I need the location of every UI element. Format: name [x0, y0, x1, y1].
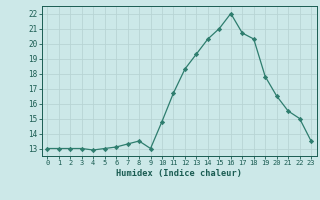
X-axis label: Humidex (Indice chaleur): Humidex (Indice chaleur) [116, 169, 242, 178]
